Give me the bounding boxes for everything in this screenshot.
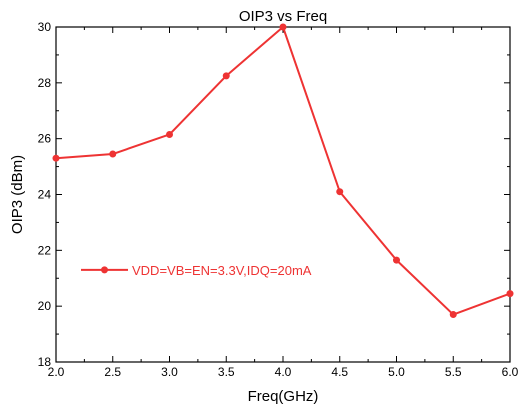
x-tick-label: 3.0 [161,365,178,379]
x-tick-label: 4.0 [275,365,292,379]
data-point [222,72,230,80]
plot-frame [55,26,511,363]
x-tick-label: 3.5 [218,365,235,379]
y-tick-label: 26 [38,132,52,146]
data-point [506,290,514,298]
y-tick-label: 24 [38,188,52,202]
legend: VDD=VB=EN=3.3V,IDQ=20mA [81,263,312,278]
x-tick-label: 2.0 [48,365,65,379]
tick-labels: 2.0 2.5 3.0 3.5 4.0 4.5 5.0 5.5 6.0 18 20 22 24 26 28 3… [38,20,519,379]
y-tick-label: 28 [38,76,52,90]
data-point [449,311,457,319]
axis-ticks [55,26,511,363]
y-tick-label: 18 [38,355,52,369]
data-point [393,256,400,264]
data-point [336,188,344,196]
x-tick-label: 6.0 [502,365,519,379]
y-axis-title: OIP3 (dBm) [9,155,26,234]
legend-marker [101,266,108,274]
data-point [166,130,173,138]
data-point [279,23,287,31]
legend-label: VDD=VB=EN=3.3V,IDQ=20mA [132,263,312,278]
x-tick-label: 2.5 [104,365,121,379]
x-tick-label: 5.0 [388,365,405,379]
chart-title: OIP3 vs Freq [239,8,327,25]
y-tick-label: 20 [38,299,52,313]
series-layer [52,23,514,319]
x-tick-label: 4.5 [331,365,348,379]
data-point [109,150,117,158]
y-tick-label: 30 [38,20,52,34]
y-tick-label: 22 [38,243,52,257]
x-tick-label: 5.5 [445,365,462,379]
data-point [52,154,60,162]
x-axis-title: Freq(GHz) [248,388,319,405]
